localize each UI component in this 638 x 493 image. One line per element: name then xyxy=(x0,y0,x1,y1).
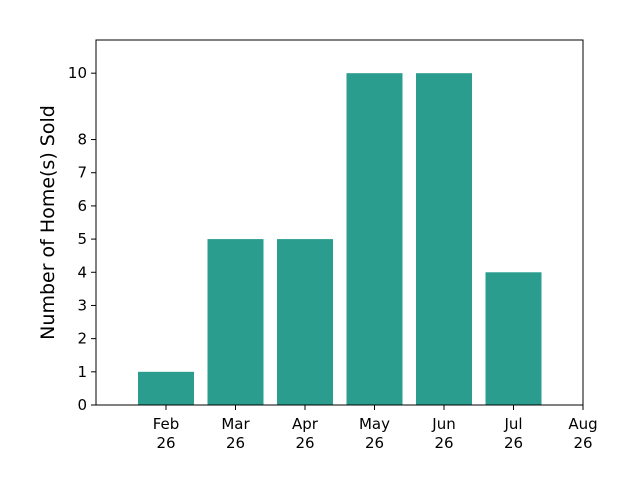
bars-group xyxy=(138,73,542,405)
x-axis: Feb 26 Mar 26 Apr 26 May 26 Jun 26 Jul 26 Aug 26 xyxy=(153,405,598,452)
y-tick-label: 2 xyxy=(77,330,87,348)
x-tick-label: Aug 26 xyxy=(568,415,597,452)
x-tick-label: Apr 26 xyxy=(292,415,319,452)
bar-0 xyxy=(138,371,194,405)
y-tick-label: 10 xyxy=(68,64,87,82)
y-tick-label: 0 xyxy=(77,396,87,414)
plot-frame xyxy=(95,39,584,406)
bar-5 xyxy=(485,272,542,405)
x-tick-label: Jun 26 xyxy=(431,415,455,452)
y-axis-label: Number of Home(s) Sold xyxy=(37,105,59,340)
x-tick-label: Feb 26 xyxy=(153,415,180,452)
x-tick-label: May 26 xyxy=(359,415,390,452)
y-tick-label: 6 xyxy=(77,197,87,215)
y-tick-label: 8 xyxy=(77,131,87,149)
y-tick-label: 1 xyxy=(77,363,87,381)
bar-3 xyxy=(346,73,403,405)
y-tick-label: 4 xyxy=(77,263,87,281)
x-tick-label: Mar 26 xyxy=(221,415,250,452)
bar-2 xyxy=(277,239,333,405)
y-tick-label: 5 xyxy=(77,230,87,248)
bar-4 xyxy=(416,73,472,405)
x-tick-label: Jul 26 xyxy=(503,415,523,452)
y-axis: 0 1 2 3 4 5 6 7 8 10 xyxy=(68,64,96,414)
y-tick-label: 7 xyxy=(77,164,87,182)
y-tick-label: 3 xyxy=(77,296,87,314)
bar-1 xyxy=(207,239,264,405)
